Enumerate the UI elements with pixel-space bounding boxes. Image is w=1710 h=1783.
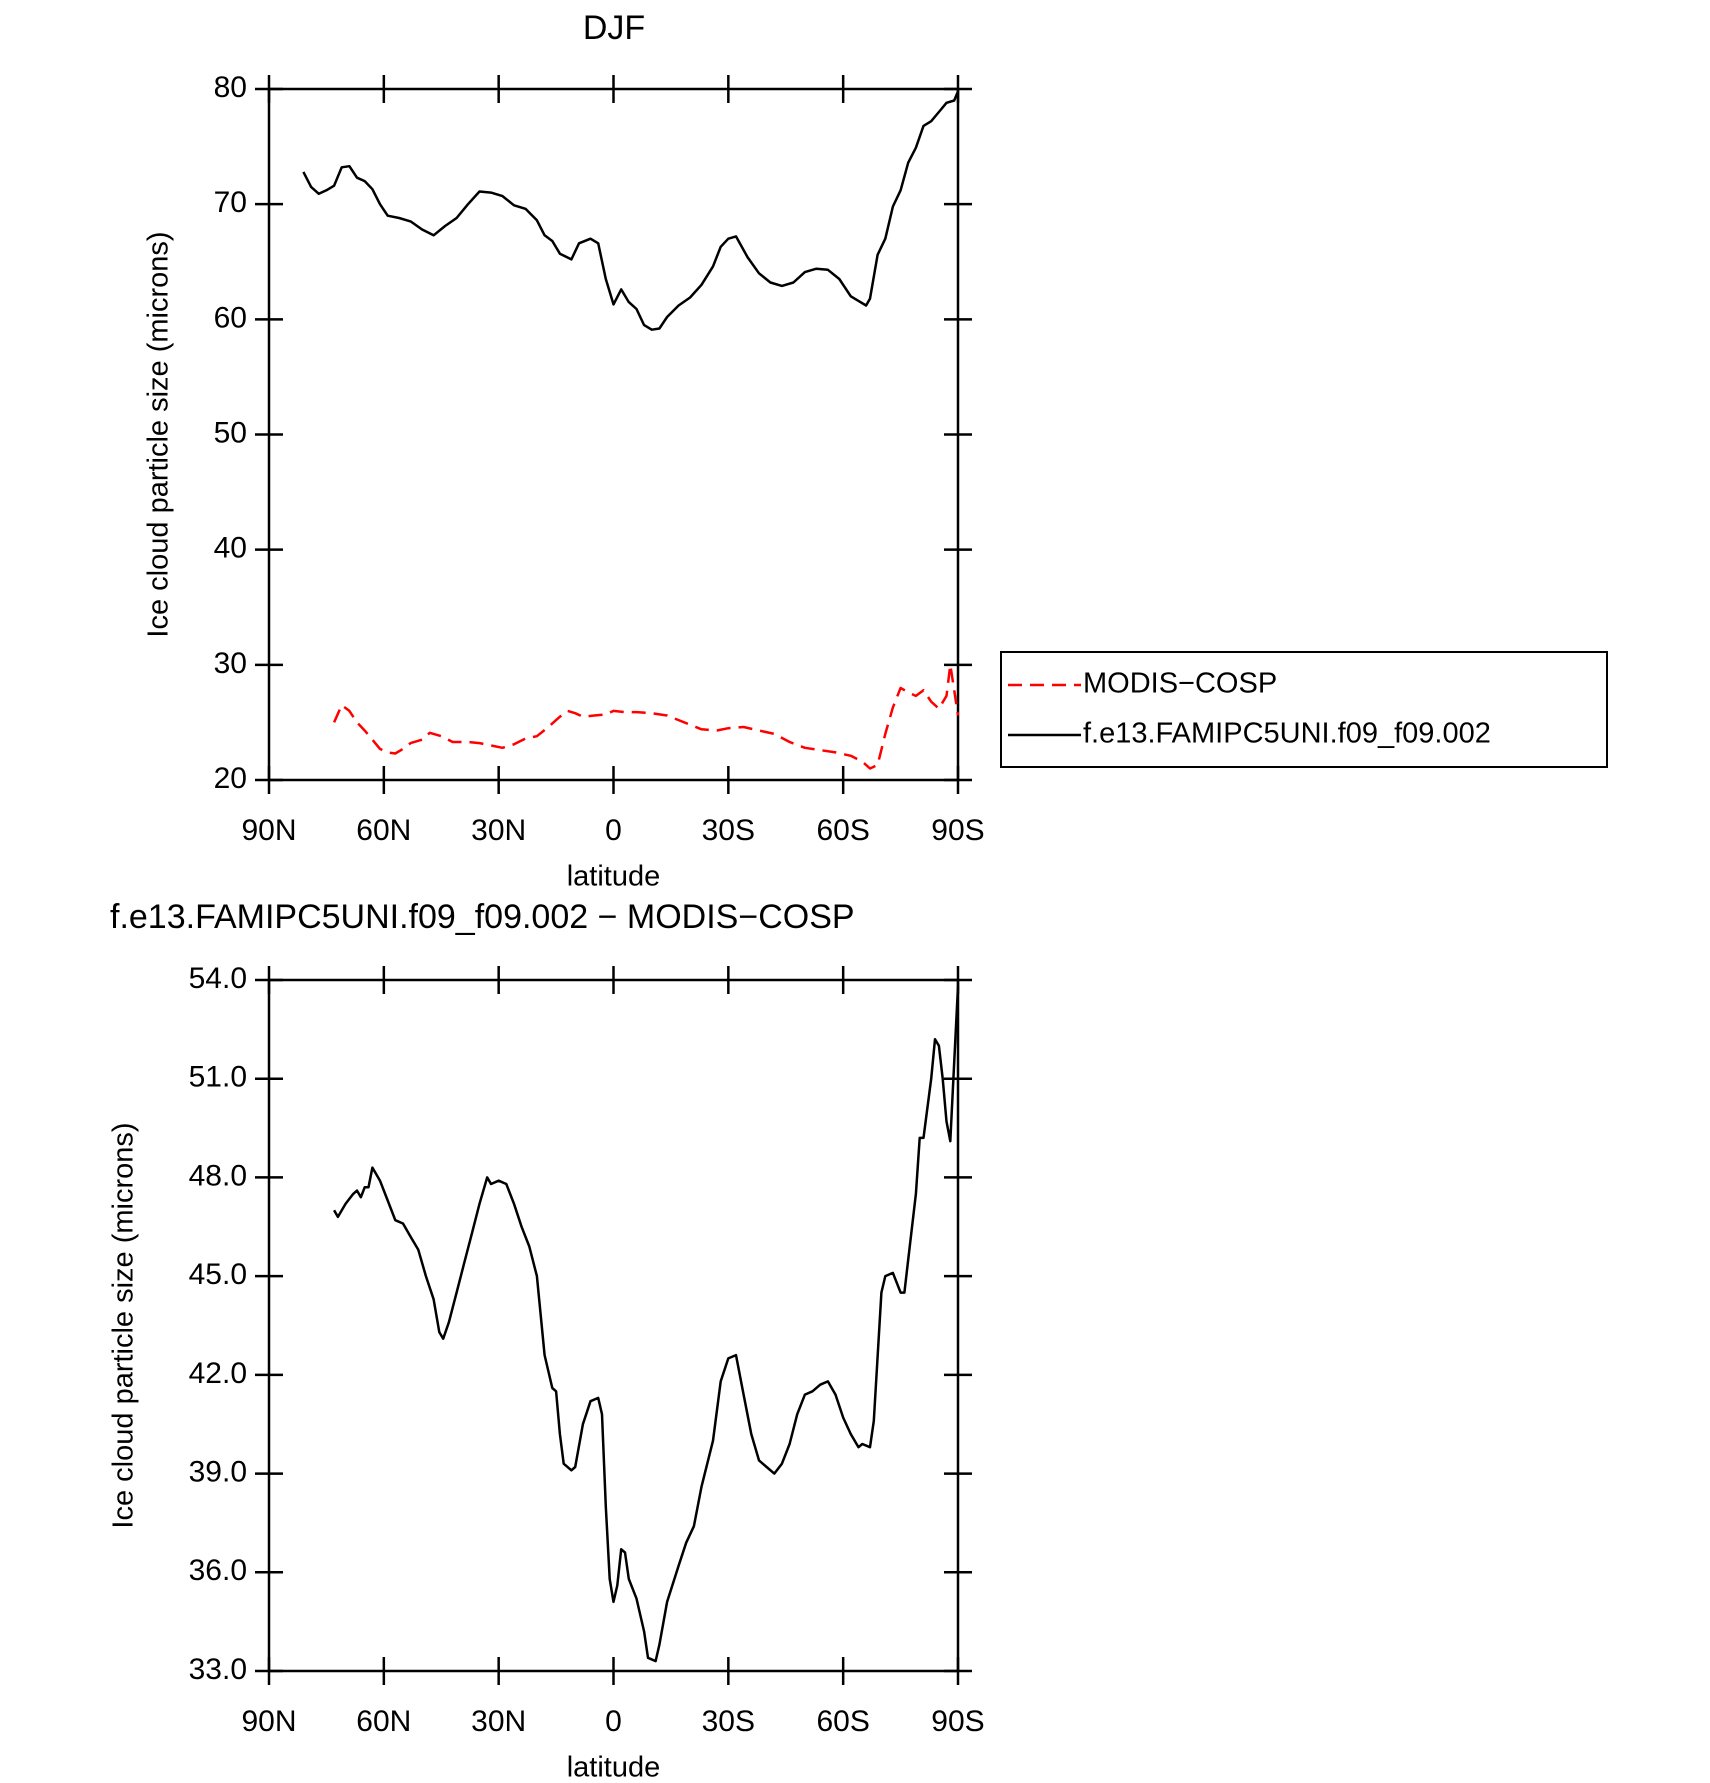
y-tick-label: 70	[214, 186, 247, 219]
y-tick-label: 39.0	[189, 1455, 247, 1488]
x-tick-label: 90N	[241, 814, 296, 847]
x-tick-label: 60S	[816, 814, 869, 847]
y-tick-label: 30	[214, 647, 247, 680]
y-tick-label: 50	[214, 416, 247, 449]
x-tick-label: 30N	[471, 1705, 526, 1738]
x-tick-label: 90N	[241, 1705, 296, 1738]
x-axis-label: latitude	[567, 1752, 661, 1783]
y-tick-label: 80	[214, 71, 247, 104]
legend-label: f.e13.FAMIPC5UNI.f09_f09.002	[1083, 718, 1491, 750]
chart-title: f.e13.FAMIPC5UNI.f09_f09.002 − MODIS−COS…	[110, 898, 855, 936]
y-tick-label: 48.0	[189, 1159, 247, 1192]
x-tick-label: 30N	[471, 814, 526, 847]
y-tick-label: 45.0	[189, 1258, 247, 1291]
y-tick-label: 51.0	[189, 1061, 247, 1094]
x-tick-label: 90S	[931, 814, 984, 847]
chart-title: DJF	[583, 9, 645, 47]
legend-box	[1000, 651, 1608, 768]
y-tick-label: 40	[214, 532, 247, 565]
y-axis-label: Ice cloud particle size (microns)	[143, 231, 175, 637]
y-tick-label: 54.0	[189, 962, 247, 995]
plot-frame	[267, 87, 960, 782]
x-tick-label: 30S	[702, 814, 755, 847]
y-tick-label: 36.0	[189, 1554, 247, 1587]
data-line	[302, 90, 960, 331]
x-axis-label: latitude	[567, 861, 661, 893]
x-tick-label: 60N	[356, 814, 411, 847]
legend-label: MODIS−COSP	[1083, 668, 1277, 700]
y-tick-label: 42.0	[189, 1357, 247, 1390]
y-tick-label: 20	[214, 762, 247, 795]
x-tick-label: 60N	[356, 1705, 411, 1738]
data-line	[333, 986, 960, 1663]
plot-frame	[267, 978, 960, 1673]
x-tick-label: 0	[605, 814, 622, 847]
x-tick-label: 90S	[931, 1705, 984, 1738]
x-tick-label: 60S	[816, 1705, 869, 1738]
y-tick-label: 33.0	[189, 1653, 247, 1686]
x-tick-label: 0	[605, 1705, 622, 1738]
data-line	[332, 663, 960, 770]
y-axis-label: Ice cloud particle size (microns)	[108, 1122, 140, 1528]
x-tick-label: 30S	[702, 1705, 755, 1738]
y-tick-label: 60	[214, 301, 247, 334]
